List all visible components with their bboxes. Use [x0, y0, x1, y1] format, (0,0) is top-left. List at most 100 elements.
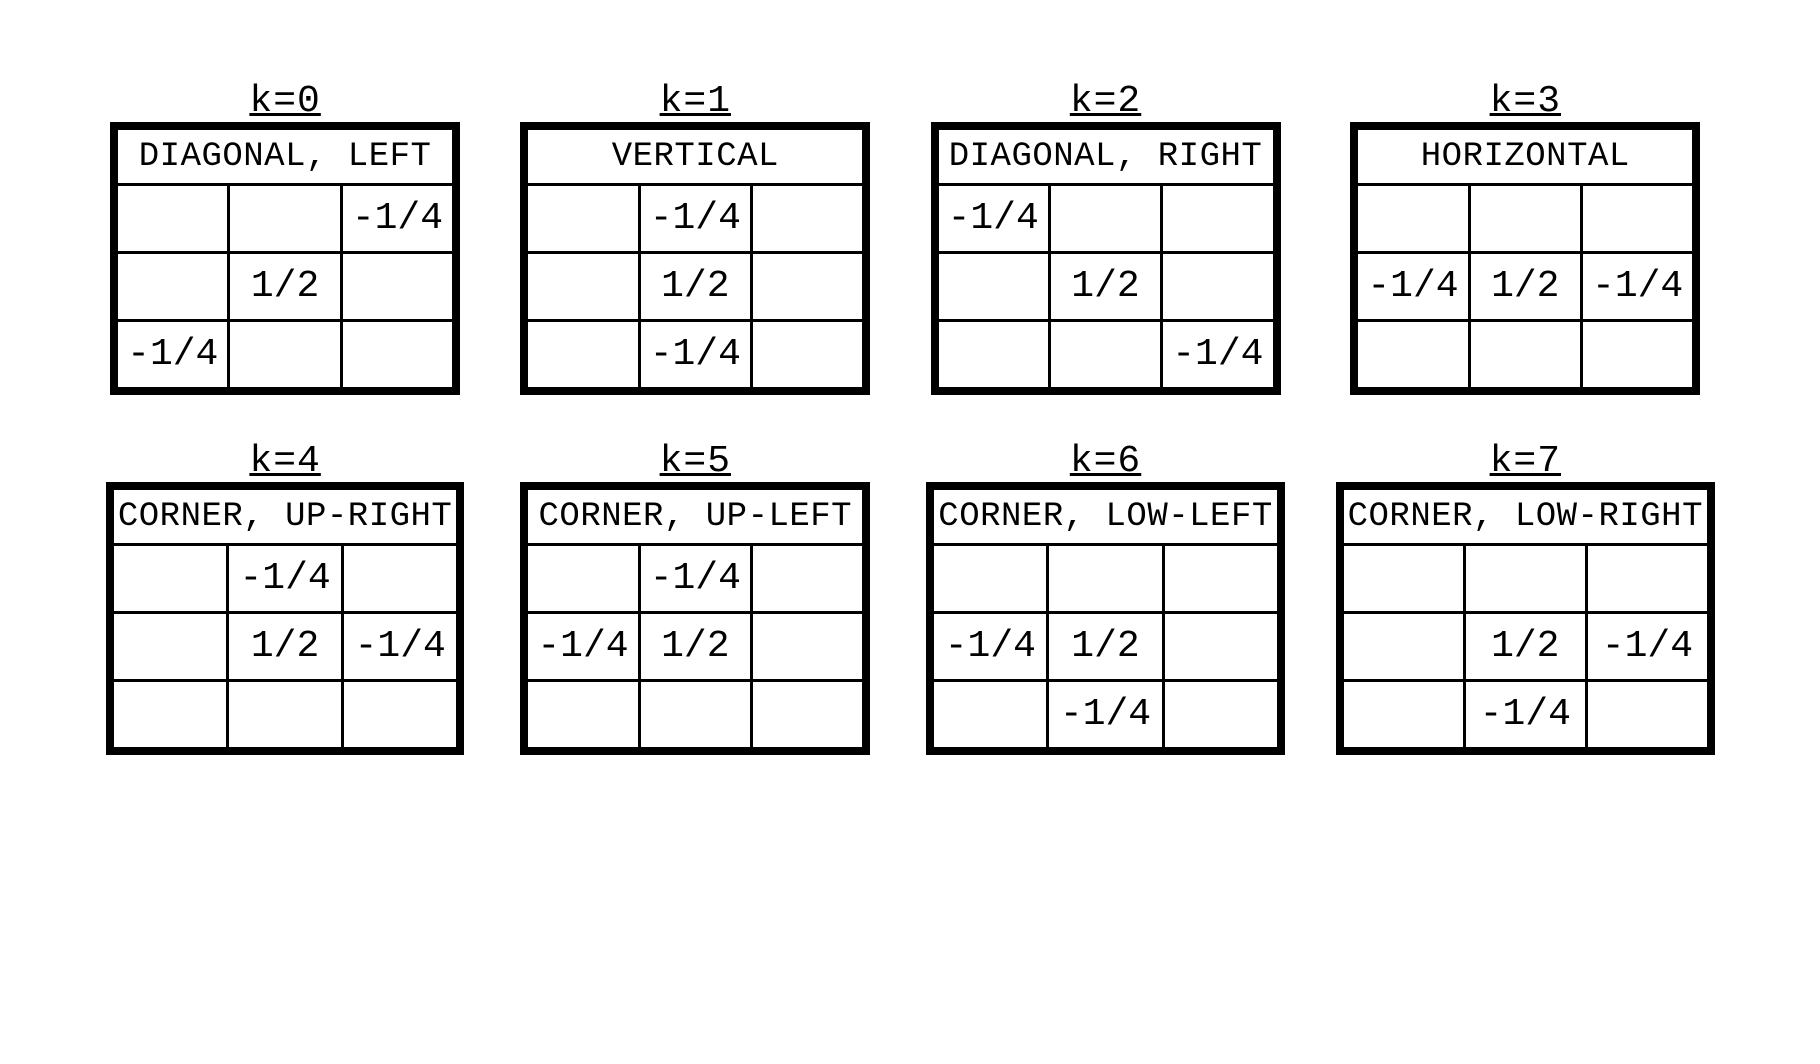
kernel-2-cell-1-0 — [937, 253, 1049, 321]
kernel-7-title: CORNER, LOW-RIGHT — [1342, 489, 1708, 545]
kernel-5-cell-2-0 — [527, 681, 639, 749]
kernel-0-table: DIAGONAL, LEFT -1/4 1/2 -1/4 — [115, 127, 455, 390]
kernel-1-cell-2-1: -1/4 — [639, 321, 751, 389]
kernel-5-cell-0-0 — [527, 545, 639, 613]
kernel-7-label: k=7 — [1490, 440, 1561, 483]
kernel-7: k=7 CORNER, LOW-RIGHT 1/2 -1/4 -1/4 — [1341, 440, 1710, 750]
kernel-7-table: CORNER, LOW-RIGHT 1/2 -1/4 -1/4 — [1341, 487, 1710, 750]
kernel-6-cell-0-0 — [933, 545, 1048, 613]
kernel-4-cell-0-2 — [343, 545, 458, 613]
kernel-6-cell-1-2 — [1163, 613, 1278, 681]
kernel-1-cell-0-0 — [527, 185, 639, 253]
kernel-5-cell-1-2 — [751, 613, 863, 681]
kernel-6: k=6 CORNER, LOW-LEFT -1/4 1/2 -1/4 — [930, 440, 1280, 750]
kernel-0-cell-0-0 — [117, 185, 229, 253]
kernel-4-cell-0-1: -1/4 — [228, 545, 343, 613]
kernel-1-label: k=1 — [660, 80, 731, 123]
kernel-4-cell-1-2: -1/4 — [343, 613, 458, 681]
kernel-5-label: k=5 — [660, 440, 731, 483]
kernel-5-cell-0-2 — [751, 545, 863, 613]
kernel-4-cell-1-0 — [112, 613, 227, 681]
kernel-0-cell-2-1 — [229, 321, 341, 389]
kernel-2-cell-0-1 — [1049, 185, 1161, 253]
kernel-2-cell-0-0: -1/4 — [937, 185, 1049, 253]
kernel-4-cell-2-1 — [228, 681, 343, 749]
kernel-2-cell-2-2: -1/4 — [1162, 321, 1274, 389]
kernel-7-cell-0-2 — [1586, 545, 1708, 613]
kernel-7-cell-2-0 — [1342, 681, 1464, 749]
kernel-0-label: k=0 — [249, 80, 320, 123]
kernel-1-cell-2-2 — [751, 321, 863, 389]
kernel-7-cell-2-2 — [1586, 681, 1708, 749]
kernel-4-table: CORNER, UP-RIGHT -1/4 1/2 -1/4 — [111, 487, 459, 750]
kernel-1-cell-0-1: -1/4 — [639, 185, 751, 253]
kernel-1-cell-1-1: 1/2 — [639, 253, 751, 321]
kernel-5-cell-1-0: -1/4 — [527, 613, 639, 681]
kernel-6-cell-2-2 — [1163, 681, 1278, 749]
kernel-7-cell-2-1: -1/4 — [1464, 681, 1586, 749]
kernel-2-cell-1-2 — [1162, 253, 1274, 321]
kernel-5-cell-2-1 — [639, 681, 751, 749]
kernel-6-cell-0-2 — [1163, 545, 1278, 613]
kernel-3-cell-1-2: -1/4 — [1581, 253, 1693, 321]
kernel-4: k=4 CORNER, UP-RIGHT -1/4 1/2 -1/4 — [110, 440, 460, 750]
kernel-4-label: k=4 — [249, 440, 320, 483]
kernel-7-cell-1-0 — [1342, 613, 1464, 681]
kernel-3-cell-0-1 — [1469, 185, 1581, 253]
kernel-7-cell-0-1 — [1464, 545, 1586, 613]
kernel-5: k=5 CORNER, UP-LEFT -1/4 -1/4 1/2 — [520, 440, 870, 750]
kernel-3-table: HORIZONTAL -1/4 1/2 -1/4 — [1355, 127, 1695, 390]
kernel-2-label: k=2 — [1070, 80, 1141, 123]
kernel-6-cell-0-1 — [1048, 545, 1163, 613]
kernel-6-title: CORNER, LOW-LEFT — [933, 489, 1278, 545]
kernel-grid-container: k=0 DIAGONAL, LEFT -1/4 1/2 -1/4 k=1 VE — [0, 0, 1820, 830]
kernel-5-cell-1-1: 1/2 — [639, 613, 751, 681]
kernel-7-cell-1-1: 1/2 — [1464, 613, 1586, 681]
kernel-6-label: k=6 — [1070, 440, 1141, 483]
kernel-0: k=0 DIAGONAL, LEFT -1/4 1/2 -1/4 — [110, 80, 460, 390]
kernel-1-cell-0-2 — [751, 185, 863, 253]
kernel-2-table: DIAGONAL, RIGHT -1/4 1/2 -1/4 — [936, 127, 1276, 390]
kernel-5-table: CORNER, UP-LEFT -1/4 -1/4 1/2 — [525, 487, 865, 750]
kernel-0-cell-1-1: 1/2 — [229, 253, 341, 321]
kernel-3-cell-0-0 — [1357, 185, 1469, 253]
kernel-6-cell-1-1: 1/2 — [1048, 613, 1163, 681]
kernel-0-title: DIAGONAL, LEFT — [117, 129, 454, 185]
kernel-6-cell-2-1: -1/4 — [1048, 681, 1163, 749]
kernel-1-cell-2-0 — [527, 321, 639, 389]
kernel-2-cell-2-0 — [937, 321, 1049, 389]
kernel-6-cell-1-0: -1/4 — [933, 613, 1048, 681]
kernel-5-cell-0-1: -1/4 — [639, 545, 751, 613]
kernel-0-cell-1-0 — [117, 253, 229, 321]
kernel-3-cell-1-1: 1/2 — [1469, 253, 1581, 321]
kernel-4-cell-0-0 — [112, 545, 227, 613]
kernel-7-cell-0-0 — [1342, 545, 1464, 613]
kernel-0-cell-2-0: -1/4 — [117, 321, 229, 389]
kernel-4-title: CORNER, UP-RIGHT — [112, 489, 457, 545]
kernel-3-cell-2-2 — [1581, 321, 1693, 389]
kernel-2: k=2 DIAGONAL, RIGHT -1/4 1/2 -1/4 — [930, 80, 1280, 390]
kernel-0-cell-2-2 — [341, 321, 453, 389]
kernel-4-cell-2-0 — [112, 681, 227, 749]
kernel-4-cell-1-1: 1/2 — [228, 613, 343, 681]
kernel-3-cell-1-0: -1/4 — [1357, 253, 1469, 321]
kernel-4-cell-2-2 — [343, 681, 458, 749]
kernel-0-cell-0-2: -1/4 — [341, 185, 453, 253]
kernel-1-cell-1-0 — [527, 253, 639, 321]
kernel-5-cell-2-2 — [751, 681, 863, 749]
kernel-7-cell-1-2: -1/4 — [1586, 613, 1708, 681]
kernel-3: k=3 HORIZONTAL -1/4 1/2 -1/4 — [1341, 80, 1710, 390]
kernel-5-title: CORNER, UP-LEFT — [527, 489, 864, 545]
kernel-3-title: HORIZONTAL — [1357, 129, 1694, 185]
kernel-3-cell-2-1 — [1469, 321, 1581, 389]
kernel-6-table: CORNER, LOW-LEFT -1/4 1/2 -1/4 — [931, 487, 1279, 750]
kernel-2-cell-2-1 — [1049, 321, 1161, 389]
kernel-3-cell-0-2 — [1581, 185, 1693, 253]
kernel-3-label: k=3 — [1490, 80, 1561, 123]
kernel-1-table: VERTICAL -1/4 1/2 -1/4 — [525, 127, 865, 390]
kernel-1-title: VERTICAL — [527, 129, 864, 185]
kernel-0-cell-0-1 — [229, 185, 341, 253]
kernel-2-cell-1-1: 1/2 — [1049, 253, 1161, 321]
kernel-1: k=1 VERTICAL -1/4 1/2 -1/4 — [520, 80, 870, 390]
kernel-2-title: DIAGONAL, RIGHT — [937, 129, 1274, 185]
